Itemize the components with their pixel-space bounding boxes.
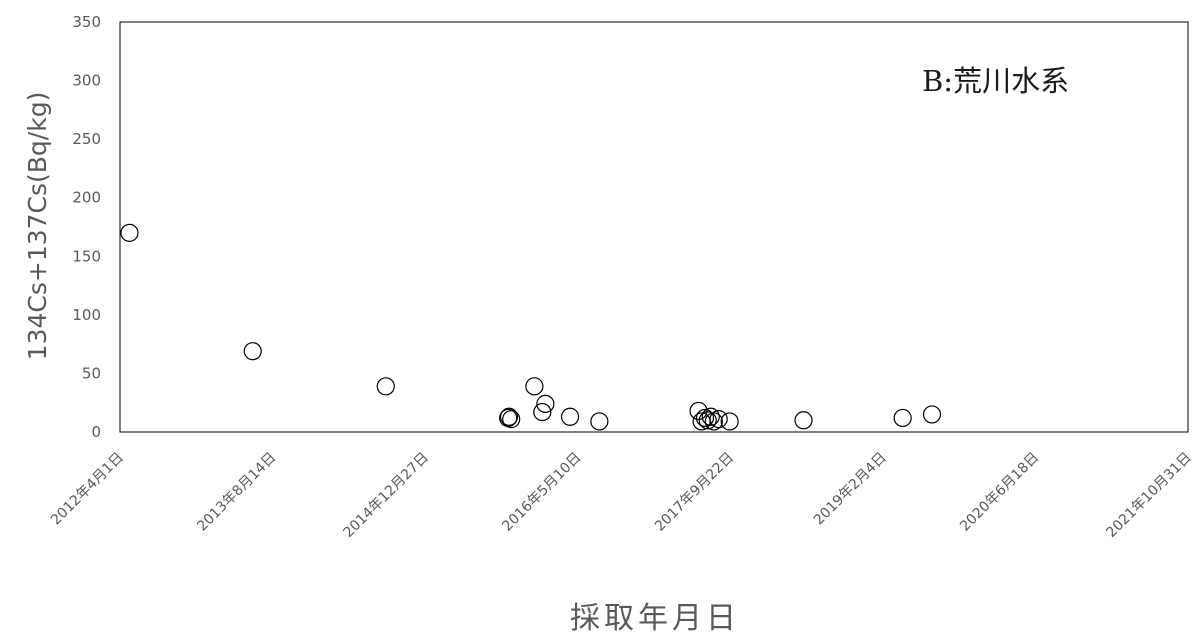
y-tick-label: 200 <box>72 189 101 207</box>
y-tick-label: 0 <box>91 423 101 441</box>
data-point <box>376 377 395 396</box>
plot-area <box>119 21 1189 433</box>
y-tick-label: 350 <box>72 13 101 31</box>
data-point <box>689 401 708 421</box>
data-point <box>695 408 715 428</box>
data-point <box>720 412 739 431</box>
y-axis-ticks: 0 50 100 150 200 250 300 350 <box>72 13 101 441</box>
y-axis-title: 134Cs+137Cs(Bq/kg) <box>23 92 52 361</box>
data-points <box>120 223 942 431</box>
data-point <box>120 223 139 242</box>
x-tick-label: 2017年9月22日 <box>652 450 737 535</box>
data-point <box>893 408 912 428</box>
chart-annotation: B:荒川水系 <box>922 64 1069 98</box>
data-point <box>536 394 555 413</box>
x-axis-title: 採取年月日 <box>570 601 740 635</box>
y-tick-label: 50 <box>82 364 101 382</box>
x-tick-label: 2013年8月14日 <box>194 450 279 535</box>
x-tick-label: 2016年5月10日 <box>499 450 584 535</box>
data-point <box>701 407 720 426</box>
data-point <box>709 410 728 429</box>
data-point <box>794 411 813 430</box>
data-point <box>533 402 552 422</box>
data-point <box>502 410 521 429</box>
x-tick-label: 2020年6月18日 <box>957 450 1042 535</box>
y-tick-label: 300 <box>72 72 101 90</box>
data-point <box>243 342 262 361</box>
y-tick-label: 100 <box>72 306 101 324</box>
data-point <box>525 377 544 396</box>
data-point <box>590 412 609 431</box>
x-tick-label: 2021年10月31日 <box>1103 450 1193 541</box>
y-tick-label: 250 <box>72 130 101 148</box>
x-tick-label: 2012年4月1日 <box>48 450 127 529</box>
data-point <box>704 412 723 431</box>
data-point <box>698 411 717 430</box>
y-tick-label: 150 <box>72 247 101 265</box>
data-point <box>560 407 580 426</box>
x-tick-label: 2014年12月27日 <box>341 450 432 541</box>
x-tick-label: 2019年2月4日 <box>811 450 890 529</box>
x-axis-ticks: 2012年4月1日 2013年8月14日 2014年12月27日 2016年5月10日… <box>48 450 1193 541</box>
data-point <box>499 407 519 426</box>
data-point <box>922 405 942 424</box>
